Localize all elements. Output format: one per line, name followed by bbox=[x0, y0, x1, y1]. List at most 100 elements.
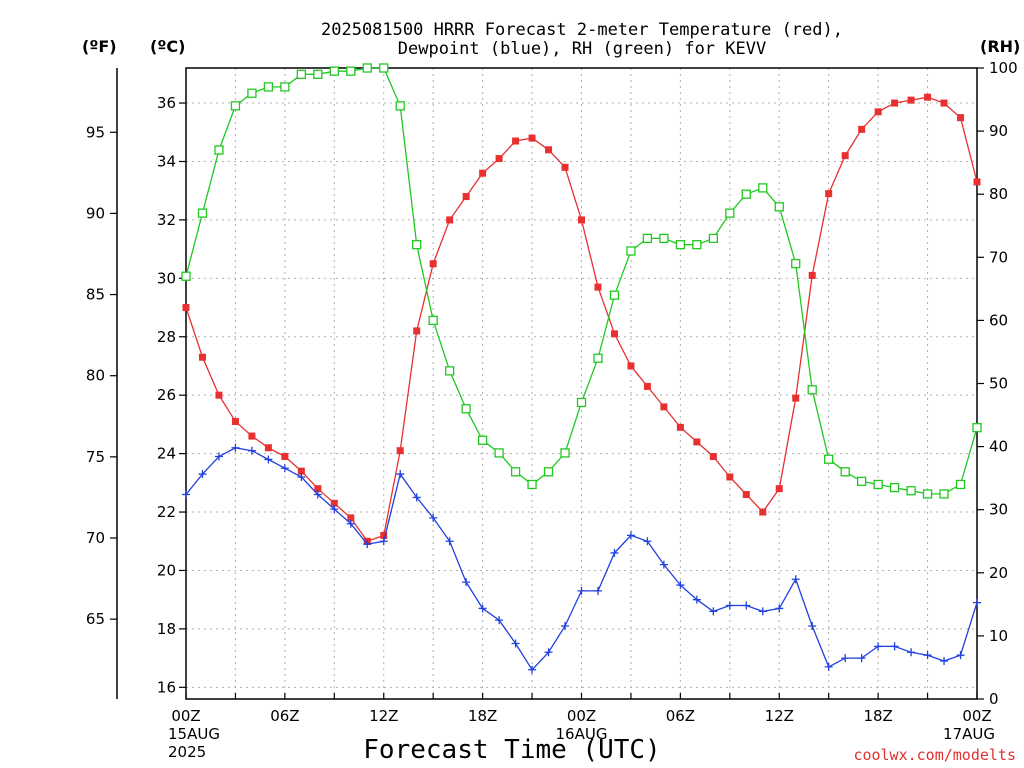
point-rh bbox=[296, 69, 307, 79]
point-temperature bbox=[693, 438, 701, 446]
point-dewpoint bbox=[396, 470, 405, 479]
point-rh bbox=[922, 489, 933, 499]
x-axis-label: Forecast Time (UTC) bbox=[363, 735, 660, 765]
point-rh bbox=[543, 467, 554, 477]
celsius-tick-label: 28 bbox=[157, 328, 176, 346]
point-dewpoint bbox=[725, 601, 734, 610]
point-temperature bbox=[396, 447, 404, 455]
point-temperature bbox=[545, 146, 553, 154]
x-tick-label: 12Z bbox=[765, 707, 794, 725]
point-rh bbox=[313, 69, 323, 79]
point-dewpoint bbox=[923, 651, 932, 660]
point-rh bbox=[873, 479, 883, 490]
rh-tick-label: 40 bbox=[989, 438, 1008, 456]
point-rh bbox=[692, 240, 702, 250]
point-dewpoint bbox=[346, 519, 355, 528]
point-temperature bbox=[248, 432, 256, 440]
point-rh bbox=[214, 145, 224, 155]
point-temperature bbox=[347, 514, 355, 522]
point-dewpoint bbox=[956, 651, 965, 660]
series-line-temperature bbox=[185, 96, 978, 543]
point-temperature bbox=[709, 453, 717, 461]
point-dewpoint bbox=[214, 452, 223, 461]
x-tick-label: 06Z bbox=[666, 707, 695, 725]
point-dewpoint bbox=[907, 648, 916, 657]
point-dewpoint bbox=[412, 493, 421, 502]
point-temperature bbox=[231, 417, 239, 425]
point-rh bbox=[280, 82, 290, 92]
point-temperature bbox=[578, 216, 585, 224]
point-temperature bbox=[198, 353, 206, 361]
point-rh bbox=[329, 66, 339, 76]
point-temperature bbox=[413, 327, 421, 335]
point-dewpoint bbox=[330, 505, 339, 514]
point-temperature bbox=[512, 137, 520, 145]
x-tick-label: 00Z bbox=[171, 707, 200, 725]
point-rh bbox=[708, 233, 718, 244]
point-rh bbox=[230, 101, 241, 111]
point-temperature bbox=[462, 193, 470, 201]
point-rh bbox=[395, 101, 405, 111]
point-dewpoint bbox=[495, 616, 504, 625]
point-dewpoint bbox=[857, 654, 866, 663]
rh-tick-label: 30 bbox=[989, 501, 1008, 519]
x-tick-sublabel: 17AUG bbox=[943, 725, 995, 743]
x-tick-label: 12Z bbox=[369, 707, 398, 725]
chart-title-line-1: 2025081500 HRRR Forecast 2-meter Tempera… bbox=[321, 20, 843, 40]
point-rh bbox=[346, 66, 356, 76]
point-rh bbox=[379, 63, 389, 73]
point-dewpoint bbox=[824, 662, 833, 671]
data-series bbox=[181, 63, 982, 674]
point-temperature bbox=[907, 96, 915, 104]
point-dewpoint bbox=[709, 607, 718, 616]
point-temperature bbox=[825, 190, 833, 198]
fahrenheit-tick-label: 90 bbox=[86, 204, 105, 222]
rh-tick-label: 0 bbox=[989, 690, 999, 708]
rh-tick-label: 100 bbox=[989, 59, 1018, 77]
point-temperature bbox=[297, 467, 305, 475]
point-temperature bbox=[479, 169, 487, 177]
point-rh bbox=[741, 189, 751, 199]
fahrenheit-tick-label: 85 bbox=[86, 286, 105, 304]
point-rh bbox=[477, 435, 488, 445]
celsius-tick-label: 18 bbox=[157, 620, 176, 638]
point-dewpoint bbox=[643, 537, 652, 546]
point-rh bbox=[659, 233, 669, 244]
point-temperature bbox=[759, 508, 767, 516]
point-dewpoint bbox=[561, 621, 570, 630]
point-temperature bbox=[380, 531, 388, 539]
point-temperature bbox=[808, 271, 816, 279]
point-temperature bbox=[726, 473, 734, 481]
point-temperature bbox=[495, 155, 503, 163]
point-temperature bbox=[182, 304, 190, 312]
fahrenheit-unit-label: (ºF) bbox=[82, 37, 117, 56]
point-rh bbox=[675, 240, 686, 250]
point-dewpoint bbox=[758, 607, 767, 616]
x-tick-sublabel: 16AUG bbox=[556, 725, 608, 743]
point-rh bbox=[955, 479, 966, 490]
point-temperature bbox=[660, 403, 668, 411]
rh-tick-label: 70 bbox=[989, 248, 1008, 266]
point-dewpoint bbox=[808, 621, 817, 630]
point-dewpoint bbox=[363, 540, 372, 549]
point-rh bbox=[774, 202, 784, 212]
point-dewpoint bbox=[676, 581, 685, 590]
rh-tick-label: 20 bbox=[989, 564, 1008, 582]
point-dewpoint bbox=[297, 472, 306, 481]
point-dewpoint bbox=[940, 657, 949, 666]
point-dewpoint bbox=[791, 575, 800, 584]
point-rh bbox=[593, 353, 603, 363]
point-rh bbox=[906, 486, 916, 496]
point-rh bbox=[807, 385, 817, 395]
point-dewpoint bbox=[874, 642, 883, 651]
point-temperature bbox=[924, 93, 932, 101]
fahrenheit-tick-label: 80 bbox=[86, 367, 105, 385]
point-dewpoint bbox=[775, 604, 784, 613]
fahrenheit-tick-label: 70 bbox=[86, 529, 105, 547]
x-tick-label: 00Z bbox=[567, 707, 596, 725]
plot-frame bbox=[185, 67, 978, 700]
fahrenheit-tick-label: 75 bbox=[86, 448, 105, 466]
point-dewpoint bbox=[528, 665, 537, 674]
point-rh bbox=[889, 482, 900, 493]
